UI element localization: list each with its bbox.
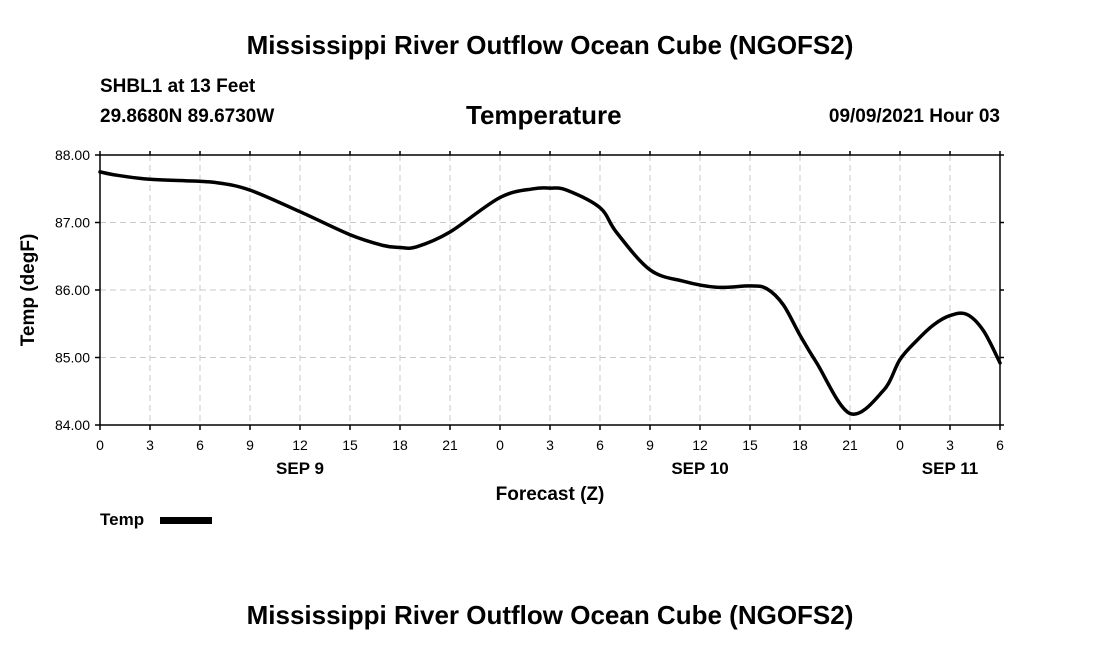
x-tick-label: 15: [742, 437, 758, 453]
y-tick-label: 88.00: [55, 147, 90, 163]
y-tick-label: 85.00: [55, 350, 90, 366]
x-axis-label: Forecast (Z): [496, 484, 605, 505]
x-date-label: SEP 10: [671, 459, 728, 478]
x-date-label: SEP 11: [922, 459, 978, 478]
x-tick-label: 0: [496, 437, 504, 453]
station-label: SHBL1 at 13 Feet: [100, 76, 256, 97]
x-tick-label: 12: [292, 437, 308, 453]
y-tick-label: 87.00: [55, 215, 90, 231]
y-axis-label: Temp (degF): [18, 234, 39, 347]
x-tick-label: 0: [96, 437, 104, 453]
x-tick-label: 21: [442, 437, 458, 453]
legend-swatch: [160, 517, 212, 524]
x-tick-label: 18: [792, 437, 808, 453]
y-tick-label: 84.00: [55, 417, 90, 433]
chart-main-title: Mississippi River Outflow Ocean Cube (NG…: [246, 30, 854, 60]
x-date-label: SEP 9: [276, 459, 324, 478]
coordinates-label: 29.8680N 89.6730W: [100, 106, 275, 127]
variable-title: Temperature: [466, 100, 622, 130]
x-tick-label: 3: [546, 437, 554, 453]
x-tick-label: 6: [196, 437, 204, 453]
x-tick-label: 9: [246, 437, 254, 453]
x-tick-label: 21: [842, 437, 858, 453]
x-tick-label: 0: [896, 437, 904, 453]
series-line-temp: [98, 170, 1002, 416]
x-tick-label: 12: [692, 437, 708, 453]
y-tick-label: 86.00: [55, 282, 90, 298]
forecast-datetime: 09/09/2021 Hour 03: [828, 106, 1000, 127]
x-tick-label: 6: [996, 437, 1004, 453]
legend-label: Temp: [100, 510, 145, 529]
chart-footer-title: Mississippi River Outflow Ocean Cube (NG…: [246, 600, 854, 630]
x-tick-label: 18: [392, 437, 408, 453]
x-tick-label: 3: [946, 437, 954, 453]
x-tick-label: 3: [146, 437, 154, 453]
x-tick-label: 9: [646, 437, 654, 453]
x-tick-label: 15: [342, 437, 358, 453]
x-tick-label: 6: [596, 437, 604, 453]
